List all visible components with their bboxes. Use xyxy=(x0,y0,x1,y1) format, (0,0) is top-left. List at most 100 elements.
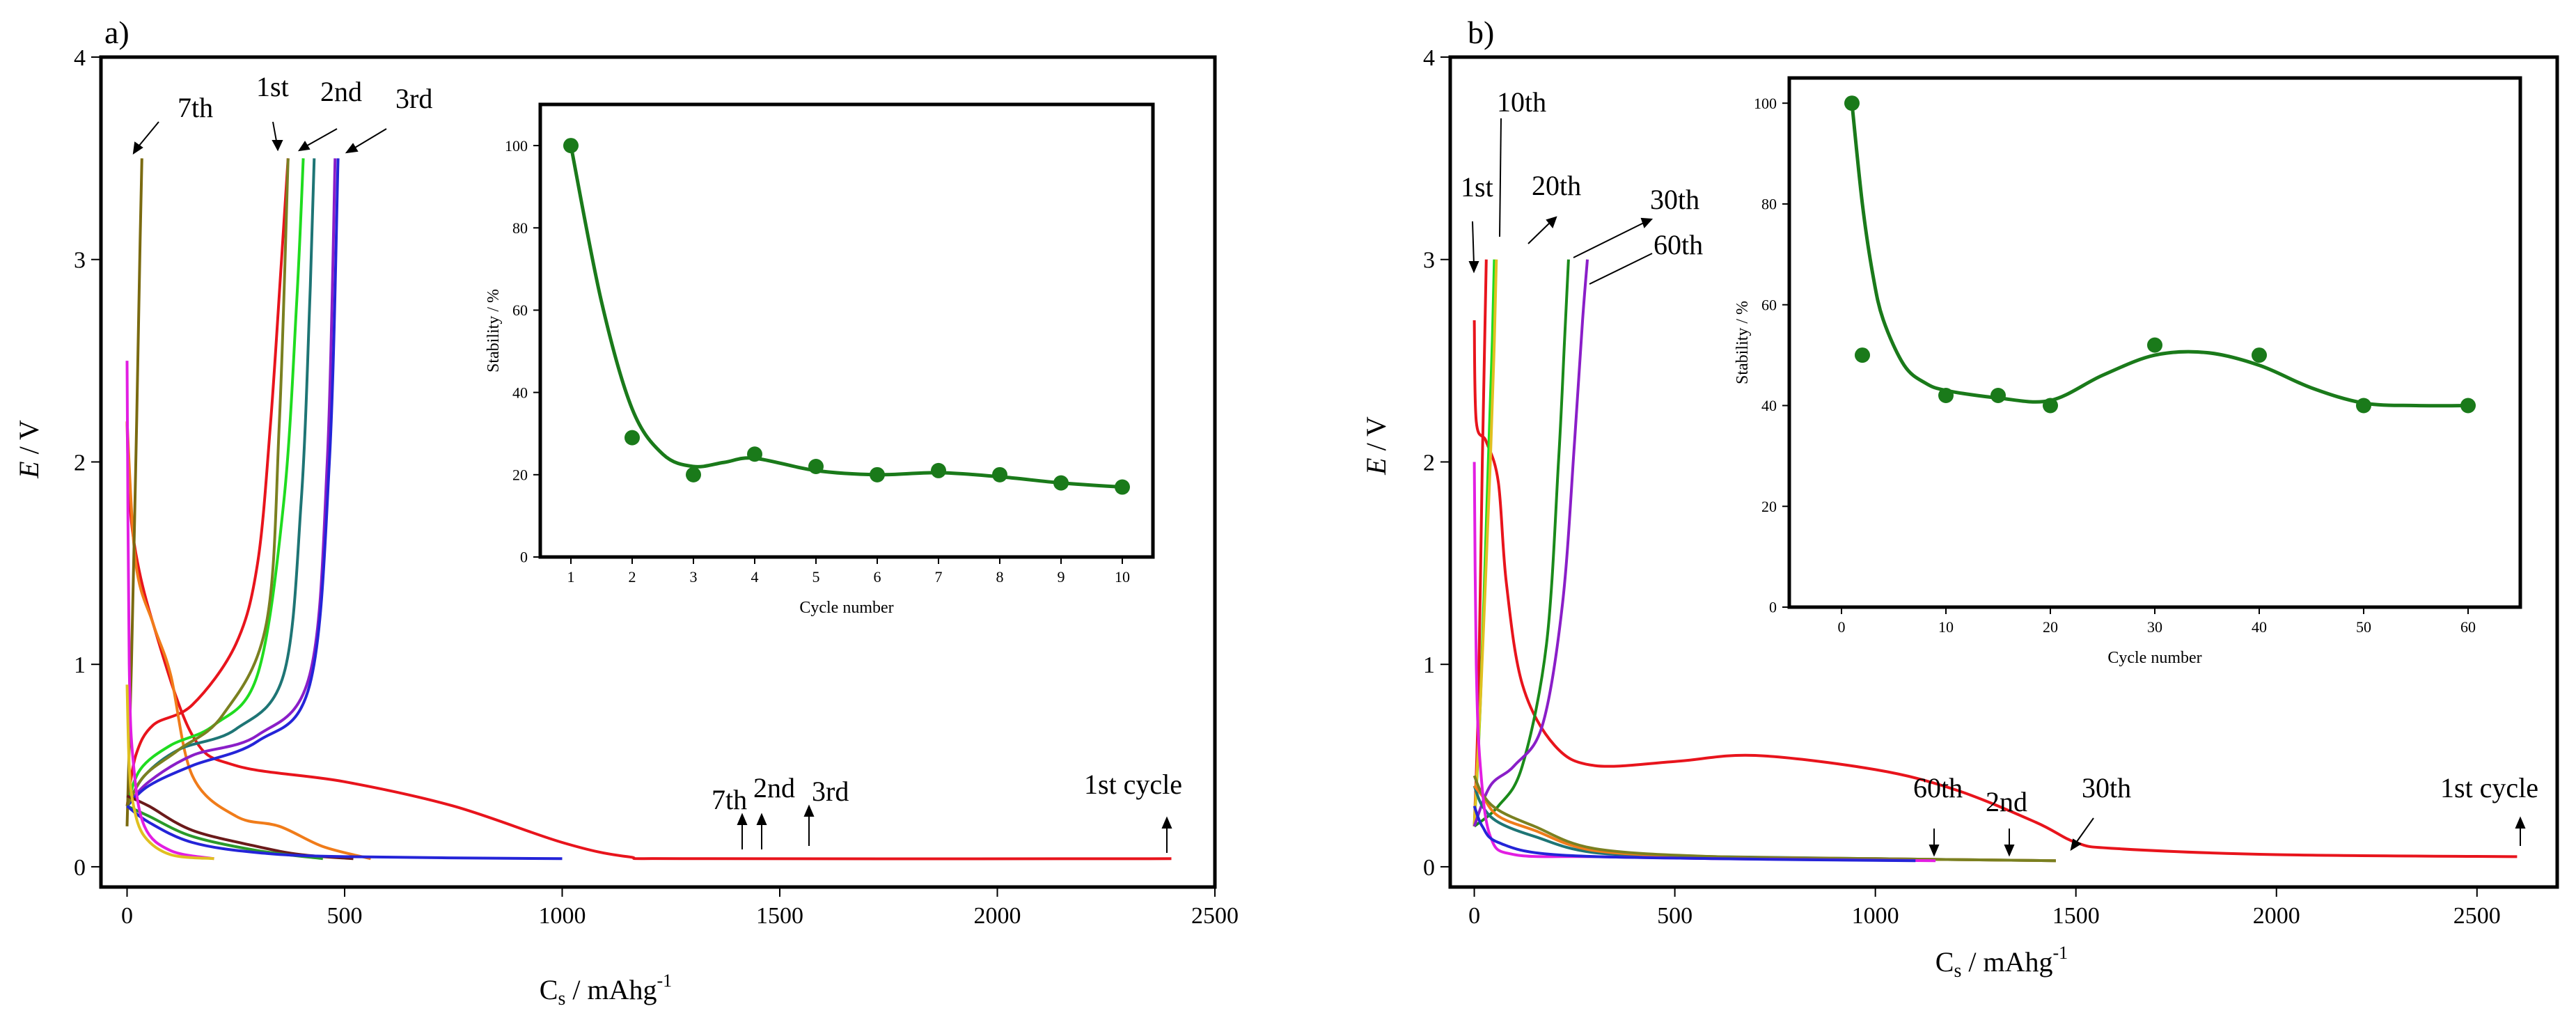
series-line-2 xyxy=(125,421,371,861)
inset-data-point xyxy=(563,138,579,154)
annotation-10th-top: 10th xyxy=(1497,86,1546,118)
x-tick-label: 50 xyxy=(2356,618,2371,636)
series-line-0 xyxy=(125,421,1172,861)
panel-a-annotations xyxy=(132,121,1172,853)
y-tick-label: 100 xyxy=(505,137,528,155)
y-tick-label: 0 xyxy=(1769,599,1777,616)
x-tick-label: 1000 xyxy=(539,903,586,929)
inset-data-point xyxy=(931,462,946,478)
arrowhead-icon xyxy=(345,143,359,154)
series-line-12 xyxy=(125,361,214,861)
x-tick-label: 10 xyxy=(1938,618,1954,636)
y-tick-label: 40 xyxy=(512,384,528,401)
x-tick-label: 1 xyxy=(567,568,575,586)
series-line-5 xyxy=(1472,259,1589,827)
inset-data-point xyxy=(1844,95,1860,111)
inset-data-point xyxy=(625,430,640,446)
x-tick-label: 9 xyxy=(1058,568,1065,586)
series-line-11 xyxy=(126,805,563,861)
panel-b-label: b) xyxy=(1468,15,1494,50)
x-tick-label: 500 xyxy=(1657,903,1693,929)
arrowhead-icon xyxy=(272,140,283,152)
annotation-arrow xyxy=(1527,221,1552,244)
annotation-7th-bottom: 7th xyxy=(712,784,747,815)
x-tick-label: 8 xyxy=(996,568,1004,586)
series-line-8 xyxy=(1472,775,2056,863)
arrowhead-icon xyxy=(1929,845,1940,857)
series-line-4 xyxy=(1473,259,1570,828)
series-line-6 xyxy=(1472,785,2056,863)
arrowhead-icon xyxy=(1546,216,1557,229)
y-tick-label: 40 xyxy=(1761,397,1777,414)
x-tick-label: 3 xyxy=(690,568,698,586)
inset-data-point xyxy=(870,466,885,482)
y-tick-label: 0 xyxy=(74,855,86,881)
inset-data-point xyxy=(1990,388,2006,403)
y-tick-label: 80 xyxy=(512,219,528,237)
x-tick-label: 0 xyxy=(1468,903,1480,929)
x-tick-label: 500 xyxy=(327,903,363,929)
inset-ylabel: Stability / % xyxy=(485,289,503,372)
series-line-13 xyxy=(125,684,214,861)
inset-data-point xyxy=(1115,479,1130,495)
annotation-1st-cycle-bottom: 1st cycle xyxy=(2440,772,2538,803)
panel-b-series xyxy=(1472,259,2518,863)
arrowhead-icon xyxy=(1468,261,1479,274)
annotation-arrow xyxy=(1573,221,1647,258)
inset-data-point xyxy=(992,466,1007,482)
annotation-arrow xyxy=(1499,118,1502,237)
annotation-3rd-bottom: 3rd xyxy=(812,776,849,807)
annotation-2nd-bottom: 2nd xyxy=(1986,786,2027,817)
panel-a-label: a) xyxy=(104,15,129,50)
plot-frame xyxy=(1448,55,2559,889)
annotation-30th-bottom: 30th xyxy=(2082,772,2131,803)
y-tick-label: 80 xyxy=(1761,196,1777,213)
panel-b-annotations xyxy=(1468,118,2526,857)
arrowhead-icon xyxy=(756,813,767,825)
y-tick-label: 100 xyxy=(1754,95,1777,112)
arrowhead-icon xyxy=(2515,816,2526,829)
arrowhead-icon xyxy=(2070,838,2082,852)
arrowhead-icon xyxy=(1161,816,1172,829)
y-tick-label: 2 xyxy=(1423,450,1435,476)
x-tick-label: 30 xyxy=(2147,618,2162,636)
inset-data-point xyxy=(2147,337,2162,353)
x-tick-label: 10 xyxy=(1115,568,1130,586)
panel-b-inset: 0 10 20 30 40 50 60 0 20 40 60 80 100 Cycle number Sta… xyxy=(1734,76,2522,667)
x-tick-label: 2500 xyxy=(1191,903,1239,929)
annotation-2nd-top: 2nd xyxy=(320,76,362,107)
annotation-1st-cycle-bottom: 1st cycle xyxy=(1084,769,1182,800)
inset-data-point xyxy=(2252,347,2267,363)
annotation-arrow xyxy=(1589,253,1653,285)
arrowhead-icon xyxy=(1640,217,1654,228)
annotation-arrow xyxy=(351,128,387,150)
y-tick-label: 60 xyxy=(1761,296,1777,313)
x-tick-label: 6 xyxy=(874,568,881,586)
inset-data-point xyxy=(686,466,701,482)
series-line-1 xyxy=(125,158,290,807)
inset-data-point xyxy=(1053,475,1069,491)
y-tick-label: 1 xyxy=(74,652,86,678)
x-tick-label: 1000 xyxy=(1852,903,1899,929)
x-tick-label: 7 xyxy=(935,568,943,586)
inset-ylabel: Stability / % xyxy=(1734,301,1752,384)
inset-data-point xyxy=(2356,398,2371,414)
y-tick-label: 3 xyxy=(1423,248,1435,274)
x-tick-label: 60 xyxy=(2460,618,2476,636)
series-line-7 xyxy=(125,158,290,807)
series-line-7 xyxy=(1473,785,2056,863)
x-tick-label: 40 xyxy=(2252,618,2267,636)
x-tick-label: 0 xyxy=(1838,618,1846,636)
annotation-20th-top: 20th xyxy=(1532,170,1581,201)
plot-frame xyxy=(538,102,1155,559)
y-tick-label: 2 xyxy=(74,450,86,476)
y-tick-label: 4 xyxy=(74,45,86,71)
x-tick-label: 20 xyxy=(2043,618,2058,636)
inset-data-point xyxy=(747,446,762,462)
annotation-60th-top: 60th xyxy=(1654,229,1703,260)
panel-b-xlabel: Cs / mAhg-1 xyxy=(1935,943,2068,982)
annotation-3rd-top: 3rd xyxy=(395,83,432,114)
